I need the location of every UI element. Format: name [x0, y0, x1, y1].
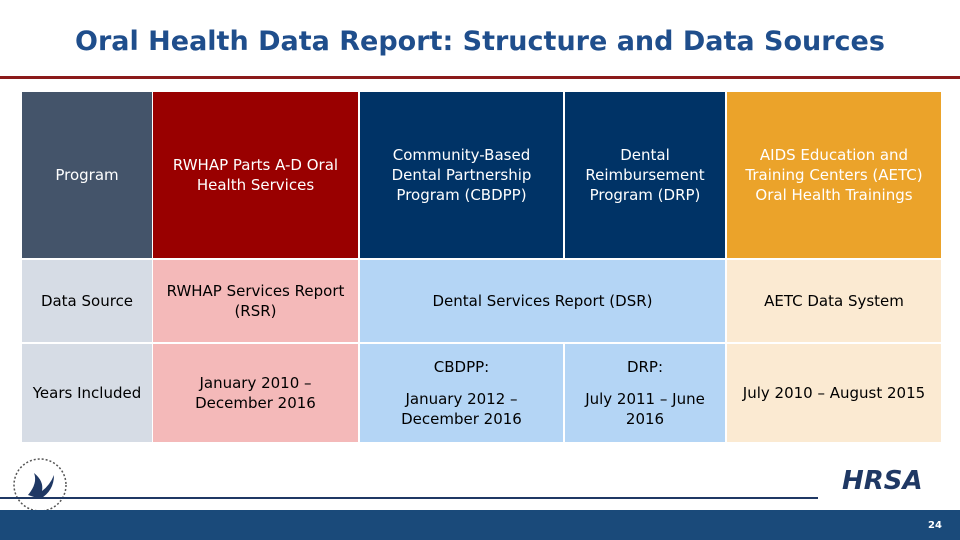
cell-text: July 2011 – June 2016: [585, 389, 705, 429]
cell-text: Data Source: [40, 291, 134, 310]
cell-text: AETC Data System: [764, 291, 904, 310]
footer-rule: [0, 497, 818, 499]
hhs-logo: [13, 458, 67, 512]
cell-text: January 2010 – December 2016: [195, 373, 316, 412]
header-cell: RWHAP Parts A-D Oral Health Services: [153, 92, 358, 258]
cell-label: DRP:: [626, 357, 664, 376]
cell-text: AIDS Education and Training Centers (AET…: [745, 145, 923, 205]
header-cell: Program: [22, 92, 152, 258]
cell: CBDPP: January 2012 – December 2016: [360, 344, 563, 442]
cell-text: RWHAP Services Report (RSR): [166, 281, 345, 320]
title-rule: [0, 76, 960, 79]
cell-text: Dental Services Report (DSR): [432, 291, 653, 310]
header-cell: Community-Based Dental Partnership Progr…: [360, 92, 563, 258]
cell-text: January 2012 – December 2016: [401, 389, 522, 429]
hrsa-logo: HRSA: [842, 466, 923, 496]
cell-label: CBDPP:: [433, 357, 490, 376]
cell-text: Program: [55, 165, 119, 184]
cell-text: July 2010 – August 2015: [742, 383, 926, 402]
cell-text: Community-Based Dental Partnership Progr…: [391, 145, 532, 205]
header-cell: Dental Reimbursement Program (DRP): [565, 92, 725, 258]
cell-text: Dental Reimbursement Program (DRP): [585, 145, 705, 205]
page-number: 24: [928, 520, 942, 531]
cell: January 2010 – December 2016: [153, 344, 358, 442]
cell: July 2010 – August 2015: [727, 344, 941, 442]
footer-bar: [0, 510, 960, 540]
header-cell: AIDS Education and Training Centers (AET…: [727, 92, 941, 258]
cell-text: RWHAP Parts A-D Oral Health Services: [172, 155, 339, 194]
cell: Dental Services Report (DSR): [360, 260, 725, 342]
cell: AETC Data System: [727, 260, 941, 342]
cell: RWHAP Services Report (RSR): [153, 260, 358, 342]
cell: DRP: July 2011 – June 2016: [565, 344, 725, 442]
row-label: Data Source: [22, 260, 152, 342]
cell-text: Years Included: [32, 383, 142, 402]
row-label: Years Included: [22, 344, 152, 442]
title: Oral Health Data Report: Structure and D…: [75, 26, 885, 57]
